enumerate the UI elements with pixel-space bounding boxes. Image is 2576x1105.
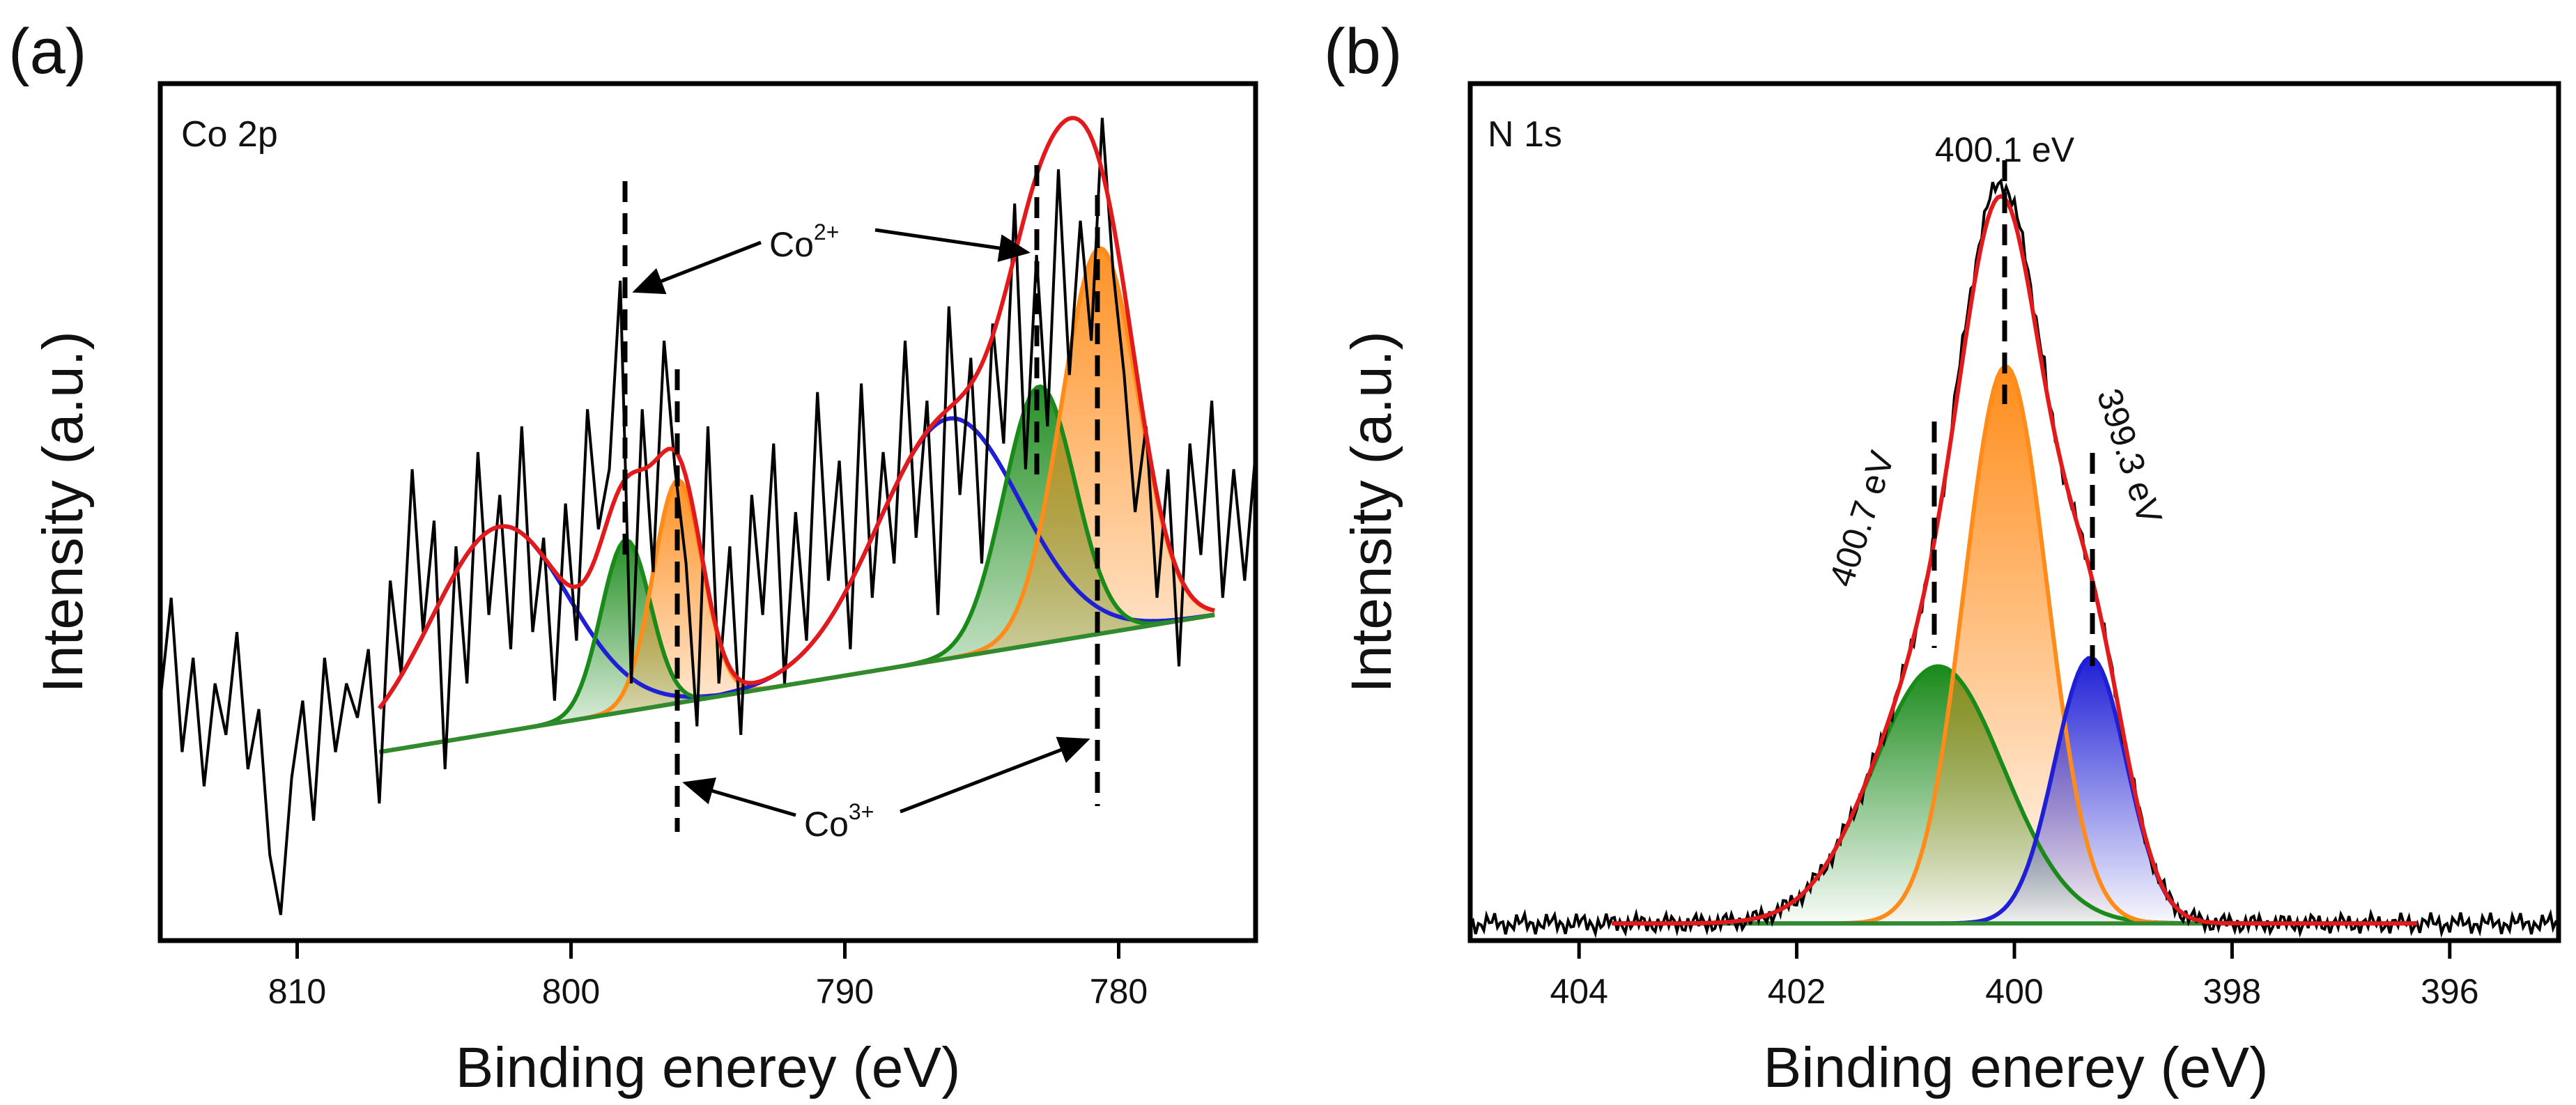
panel-a-title: Co 2p [181,114,278,155]
panel-b-xtick-label: 404 [1550,972,1607,1011]
co3-arrow-left [682,777,796,817]
co2-label: Co2+ [769,219,839,264]
co2-arrow-left [632,240,762,295]
panel-a-xtick-label: 810 [268,972,326,1011]
panel-a-xtick-label: 800 [542,972,600,1011]
panel-a-envelope-series [378,116,1215,710]
panel-a-dashed-markers [622,165,1100,832]
panel-b-envelope-series [1612,194,2417,926]
co2-arrow-right [874,228,1031,262]
panel-b-ylabel: Intensity (a.u.) [1340,331,1403,693]
co3-arrow-right [900,736,1090,814]
panel-b-xtick-label: 396 [2421,972,2478,1011]
annot-400-7: 400.7 eV [1821,446,1902,591]
panel-b-peak-fill-2 [1612,366,2417,924]
co2-label-text: Co [769,225,814,264]
panel-b-plot [1469,178,2559,938]
co3-label: Co3+ [804,799,874,844]
annot-400-1: 400.1 eV [1935,130,2075,169]
panel-b-dashed-markers [1931,160,2095,672]
co2-label-sup: 2+ [814,219,839,245]
panel-a-xlabel: Binding enerey (eV) [456,1036,961,1099]
panel-a-envelope-line [378,116,1215,710]
panel-a: (a) Co2+ Co3+ [8,16,1258,1099]
panel-a-x-axis: 810 800 790 780 [268,941,1148,1011]
panel-b-title: N 1s [1488,114,1562,155]
panel-a-data-series [159,118,1257,915]
panel-b-xtick-label: 402 [1768,972,1826,1011]
co3-label-text: Co [804,805,849,844]
panel-a-plot [159,116,1257,915]
panel-a-frame [157,81,1258,943]
panel-b-xtick-label: 398 [2203,972,2261,1011]
panel-a-ylabel: Intensity (a.u.) [31,331,95,693]
panel-b-peak-fills [1612,366,2417,924]
panel-a-label: (a) [8,16,86,87]
panel-b-xlabel: Binding enerey (eV) [1764,1036,2269,1099]
panel-b-x-axis: 404 402 400 398 396 [1550,941,2479,1011]
panel-b: (b) 400.1 eV 400.7 eV 399.3 eV N 1s 404 4… [1324,16,2561,1099]
panel-b-envelope-line [1612,194,2417,926]
panel-a-xtick-label: 790 [816,972,874,1011]
panel-b-label: (b) [1324,16,1402,87]
co3-annotation: Co3+ [682,736,1090,844]
panel-a-peak-fill-2 [379,540,1214,752]
co3-label-sup: 3+ [849,799,874,824]
panel-b-xtick-label: 400 [1985,972,2043,1011]
panel-a-data-line [159,118,1257,915]
panel-a-baseline [378,612,1215,755]
panel-a-xtick-label: 780 [1090,972,1148,1011]
co2-annotation: Co2+ [632,219,1031,295]
annot-399-3: 399.3 eV [2090,384,2170,529]
